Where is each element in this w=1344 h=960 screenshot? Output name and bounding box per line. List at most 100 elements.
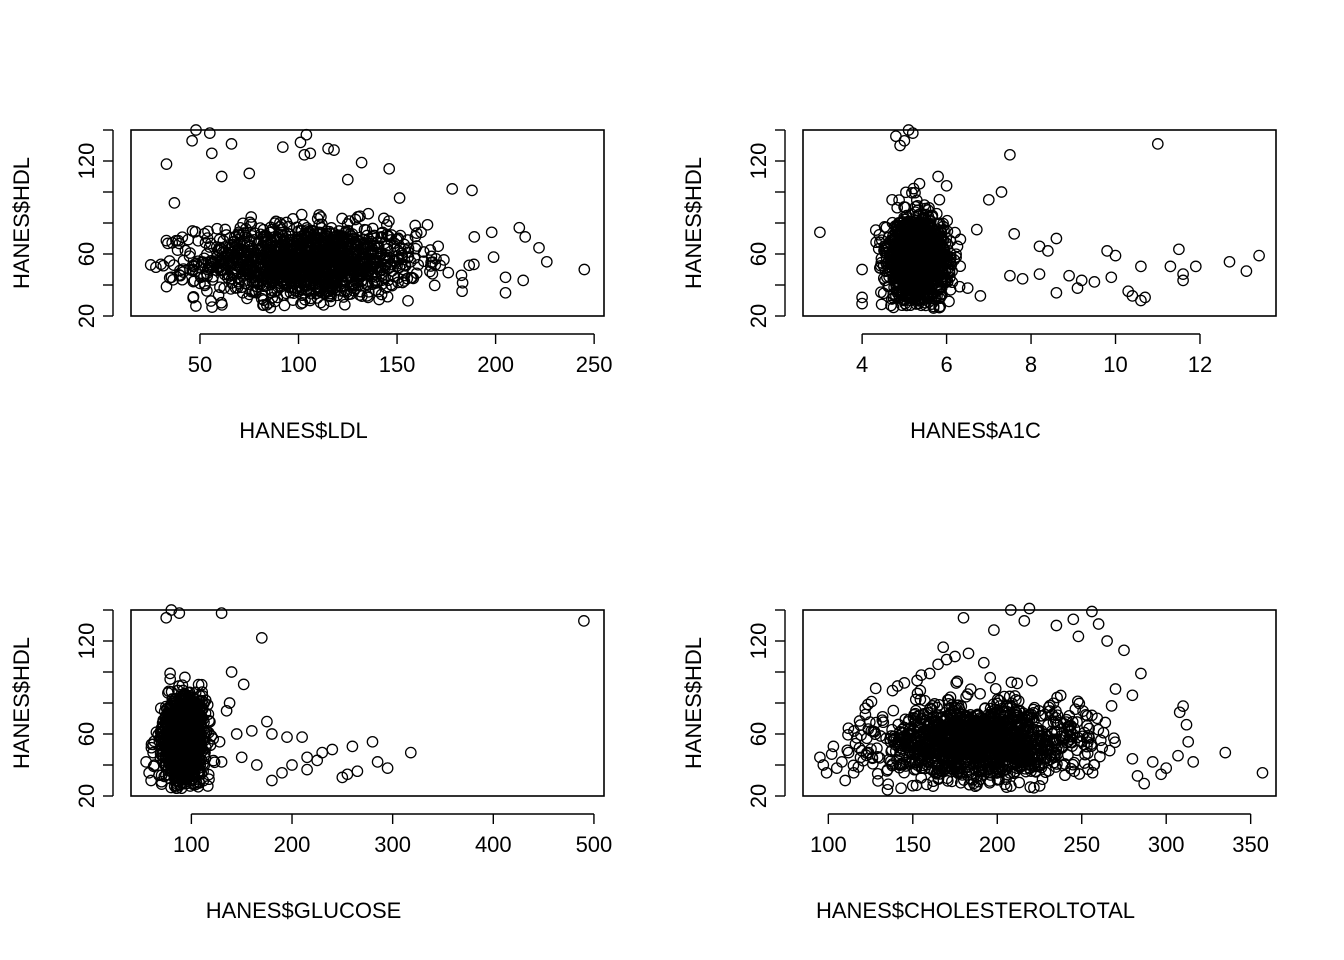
data-point: [252, 278, 265, 290]
data-point: [300, 255, 313, 268]
data-point: [487, 251, 500, 263]
data-point: [429, 259, 442, 271]
data-point: [399, 258, 411, 271]
data-point: [360, 224, 373, 236]
data-point: [463, 259, 476, 272]
x-tick-label: 400: [475, 832, 512, 857]
data-point: [409, 230, 422, 243]
plot-frame: [130, 129, 605, 317]
y-tick-label: 20: [746, 304, 771, 328]
data-point: [578, 263, 591, 276]
x-tick-label: 10: [1103, 352, 1127, 377]
data-point: [305, 270, 318, 283]
data-point: [342, 232, 355, 244]
x-tick-label: 300: [374, 832, 411, 857]
data-point: [276, 218, 288, 231]
data-point: [380, 218, 393, 231]
data-point: [926, 209, 939, 222]
data-point: [271, 284, 284, 297]
data-point: [338, 263, 350, 276]
data-point: [370, 277, 383, 289]
data-point: [408, 252, 421, 265]
data-point: [310, 241, 322, 253]
data-point: [901, 291, 914, 304]
x-tick-label: 50: [188, 352, 212, 377]
data-point: [305, 287, 318, 300]
data-point: [176, 231, 189, 244]
data-point: [371, 260, 384, 273]
data-point: [184, 263, 196, 276]
data-point: [872, 242, 885, 255]
data-point: [230, 254, 242, 267]
data-point: [278, 268, 291, 281]
data-point: [874, 262, 886, 274]
data-point: [219, 223, 232, 236]
data-point: [348, 279, 361, 292]
data-point: [313, 218, 326, 231]
data-point: [970, 223, 983, 236]
data-point: [270, 215, 282, 228]
data-point: [304, 147, 317, 160]
data-point: [358, 240, 370, 253]
data-point: [456, 276, 469, 289]
data-point: [367, 231, 379, 243]
data-point: [950, 248, 962, 261]
data-point: [308, 228, 320, 240]
data-point: [160, 158, 173, 170]
data-point: [885, 299, 897, 312]
x-axis-title: HANES$GLUCOSE: [206, 898, 402, 923]
data-point: [918, 199, 931, 211]
data-point: [295, 283, 308, 295]
data-point: [215, 296, 228, 309]
data-point: [395, 247, 408, 260]
data-point: [350, 239, 363, 252]
y-tick-label: 120: [746, 143, 771, 180]
data-point: [411, 240, 423, 252]
data-point: [392, 276, 404, 289]
points-layer: [814, 124, 1265, 314]
data-point: [291, 233, 304, 246]
data-point: [236, 245, 248, 257]
data-point: [402, 294, 414, 307]
data-point: [237, 261, 249, 274]
y-tick-label: 20: [74, 304, 99, 328]
data-point: [935, 224, 947, 237]
data-point: [446, 183, 459, 195]
data-point: [875, 298, 888, 311]
data-point: [954, 233, 967, 246]
data-point: [911, 200, 924, 212]
data-point: [187, 291, 199, 304]
data-point: [456, 285, 468, 298]
data-point: [887, 301, 900, 314]
data-point: [485, 226, 498, 239]
data-point: [144, 259, 157, 271]
data-point: [298, 148, 311, 161]
data-point: [232, 248, 244, 261]
data-point: [300, 128, 313, 141]
data-point: [340, 270, 353, 283]
data-point: [907, 182, 920, 195]
data-point: [244, 260, 257, 272]
data-point: [933, 301, 946, 314]
data-point: [201, 232, 214, 244]
data-point: [254, 260, 266, 273]
data-point: [951, 240, 964, 253]
data-point: [242, 263, 254, 275]
data-point: [383, 162, 396, 175]
data-point: [468, 231, 481, 243]
data-point: [424, 244, 437, 256]
data-point: [334, 285, 347, 297]
data-point: [225, 254, 238, 267]
data-point: [212, 261, 225, 274]
data-point: [276, 141, 289, 153]
data-point: [540, 255, 553, 268]
data-point: [355, 275, 368, 288]
data-point: [257, 299, 270, 311]
data-point: [270, 255, 282, 267]
data-point: [392, 244, 404, 257]
data-point: [895, 293, 908, 306]
data-point: [338, 298, 351, 311]
data-point: [256, 290, 269, 302]
data-point: [279, 267, 292, 280]
data-point: [333, 225, 345, 237]
